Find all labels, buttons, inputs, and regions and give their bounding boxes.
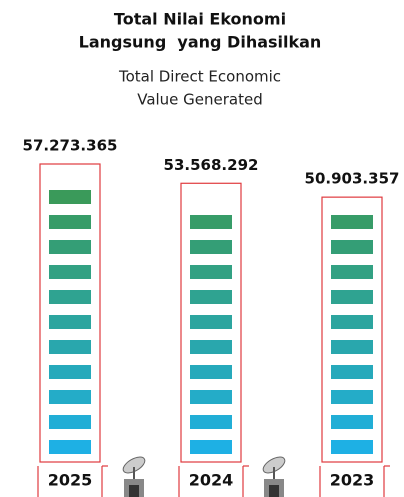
x-tick-label: 2023: [330, 471, 375, 490]
bar-segment: [331, 440, 373, 454]
bar-segment: [331, 240, 373, 254]
bar: [180, 182, 242, 463]
bar-segment: [331, 215, 373, 229]
bar-segment: [49, 265, 91, 279]
value-label: 53.568.292: [164, 156, 259, 174]
bar-segment: [331, 265, 373, 279]
bar-segment: [190, 240, 232, 254]
bar-segment: [190, 215, 232, 229]
chart-subtitle: Total Direct Economic: [118, 68, 281, 86]
bar-segment: [49, 340, 91, 354]
bar-segment: [190, 265, 232, 279]
bar-segment: [190, 390, 232, 404]
bar-segment: [190, 290, 232, 304]
bar-segment: [49, 190, 91, 204]
bar-segment: [331, 340, 373, 354]
bar-segment: [49, 290, 91, 304]
chart-subtitle: Value Generated: [137, 91, 263, 109]
x-tick-label: 2024: [189, 471, 234, 490]
bar-segment: [190, 415, 232, 429]
bar-segment: [331, 415, 373, 429]
bar: [39, 163, 101, 463]
bar-segment: [331, 365, 373, 379]
dish-icon: [122, 456, 146, 497]
bar-segment: [331, 390, 373, 404]
bar-segment: [190, 340, 232, 354]
bar: [321, 196, 383, 463]
chart-title: Langsung yang Dihasilkan: [79, 33, 322, 52]
bar-segment: [190, 315, 232, 329]
bar-segment: [49, 415, 91, 429]
bar-segment: [190, 365, 232, 379]
bar-segment: [331, 290, 373, 304]
bar-segment: [49, 365, 91, 379]
bar-segment: [49, 440, 91, 454]
value-label: 50.903.357: [305, 170, 400, 188]
bar-segment: [49, 315, 91, 329]
bar-segment: [49, 215, 91, 229]
bar-segment: [331, 315, 373, 329]
value-label: 57.273.365: [23, 137, 118, 155]
bar-segment: [190, 440, 232, 454]
x-tick-label: 2025: [48, 471, 93, 490]
dish-icon: [262, 456, 286, 497]
bar-segment: [49, 240, 91, 254]
chart-title: Total Nilai Ekonomi: [114, 10, 286, 29]
bar-segment: [49, 390, 91, 404]
